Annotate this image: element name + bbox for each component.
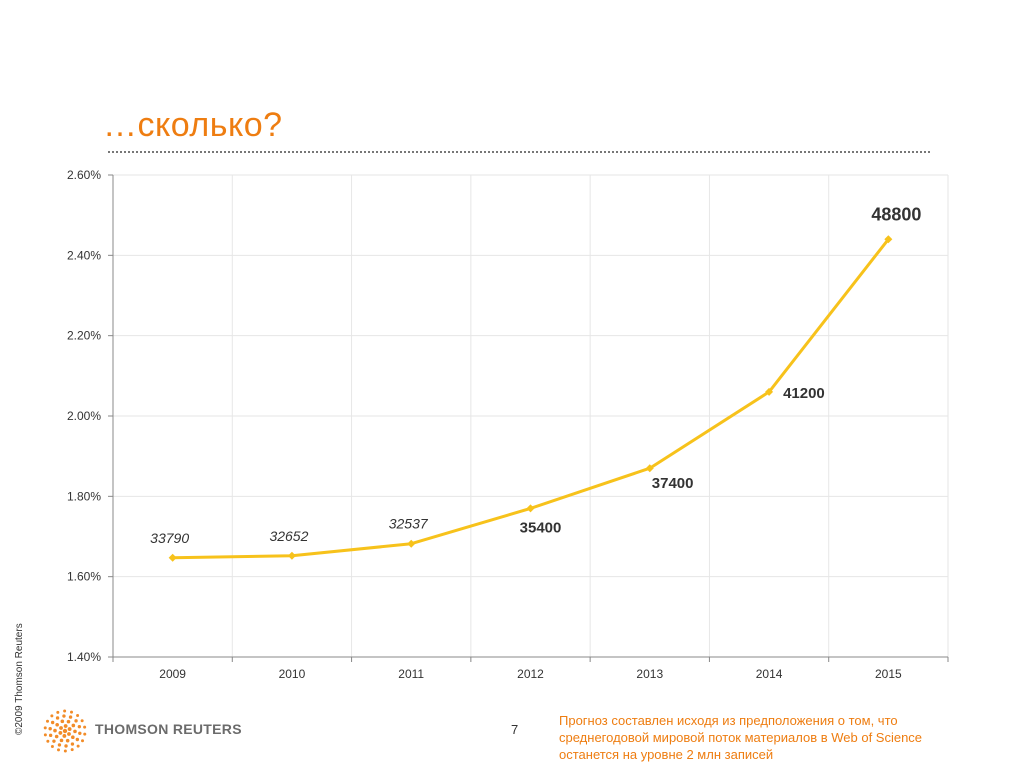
logo-dot (46, 739, 50, 743)
logo-dot (57, 748, 60, 752)
chart-axes: 1.40% 1.60% 1.80% 2.00% 2.20% 2.40% 2.60% 2009 2… (67, 168, 949, 681)
data-point (526, 504, 535, 513)
data-label: 35400 (520, 519, 562, 536)
logo-dot (67, 732, 71, 736)
data-label: 37400 (652, 475, 694, 492)
logo-dot (63, 709, 67, 713)
y-tick-label: 2.00% (67, 409, 101, 423)
logo-dot (71, 723, 76, 728)
data-label: 48800 (871, 204, 921, 224)
y-tick-label: 2.60% (67, 168, 101, 182)
logo-dot (56, 710, 60, 714)
logo-dot (75, 737, 80, 742)
logo-dot (43, 733, 47, 737)
logo-dot (55, 722, 59, 727)
logo-dot (54, 734, 59, 739)
chart-series (168, 235, 893, 562)
logo-dot (83, 725, 87, 729)
logo-dot (63, 749, 67, 753)
data-point (884, 235, 893, 244)
data-point (168, 553, 177, 562)
line-chart: 1.40% 1.60% 1.80% 2.00% 2.20% 2.40% 2.60% 2009 2… (67, 168, 949, 681)
logo-dot (80, 719, 84, 723)
title-dotted-rule (108, 151, 930, 153)
logo-dot (53, 728, 57, 733)
x-tick-label: 2011 (398, 667, 424, 681)
data-label: 33790 (150, 530, 189, 546)
data-label: 32652 (269, 528, 308, 544)
logo-dot (48, 726, 52, 731)
chart-labels: 33790 32652 32537 35400 37400 41200 48800 (150, 204, 921, 546)
logo-dot (55, 716, 60, 720)
copyright-text: ©2009 Thomson Reuters (14, 623, 25, 735)
logo-dot (70, 748, 74, 752)
logo-dot (64, 744, 68, 748)
logo-dot (46, 719, 49, 723)
logo-dot (71, 735, 75, 740)
y-tick-label: 1.40% (67, 650, 101, 664)
y-tick-label: 2.40% (67, 248, 101, 262)
logo-dot (66, 719, 71, 724)
logo-dot (57, 743, 62, 747)
logo-dot (62, 734, 67, 738)
y-tick-label: 1.80% (67, 489, 101, 503)
data-label: 41200 (783, 385, 825, 402)
data-point (407, 539, 416, 548)
thomson-reuters-logo-icon (43, 709, 87, 753)
logo-dot (48, 733, 53, 738)
y-tick-label: 1.60% (67, 570, 101, 584)
logo-dot (52, 739, 56, 743)
logo-dot (65, 738, 70, 743)
y-tick-label: 2.20% (67, 329, 101, 343)
logo-dot (76, 744, 80, 748)
logo-dot (76, 713, 80, 717)
x-tick-label: 2010 (279, 667, 306, 681)
page-number: 7 (511, 722, 519, 737)
x-tick-label: 2012 (517, 667, 544, 681)
x-tick-label: 2015 (875, 667, 902, 681)
logo-dot (78, 731, 82, 736)
logo-dot (58, 731, 63, 735)
data-label: 32537 (389, 516, 429, 532)
x-tick-label: 2014 (756, 667, 783, 681)
x-tick-label: 2013 (636, 667, 663, 681)
logo-dot (50, 720, 55, 725)
data-point (645, 464, 654, 473)
logo-dot (67, 727, 72, 731)
logo-dot (81, 739, 84, 743)
logo-dot (73, 729, 77, 734)
data-point (765, 387, 774, 396)
logo-dot (83, 732, 87, 736)
logo-dot (62, 728, 68, 734)
logo-dot (50, 745, 54, 749)
logo-dot (74, 719, 78, 723)
logo-dot (60, 719, 65, 724)
data-point (287, 551, 296, 560)
forecast-footnote: Прогноз составлен исходя из предположени… (559, 713, 923, 762)
logo-dot (63, 724, 68, 728)
logo-dot (50, 714, 54, 718)
logo-dot (59, 726, 63, 730)
chart-grid (113, 174, 949, 657)
slide-title: …сколько? (103, 106, 283, 144)
brand-wordmark: THOMSON REUTERS (95, 721, 242, 737)
logo-dot (43, 726, 47, 730)
logo-dot (62, 714, 66, 718)
logo-dot (77, 724, 82, 729)
logo-dot (68, 715, 73, 719)
logo-dot (59, 738, 64, 743)
logo-dot (70, 742, 75, 746)
logo-dot (70, 710, 73, 714)
x-tick-label: 2009 (159, 667, 186, 681)
